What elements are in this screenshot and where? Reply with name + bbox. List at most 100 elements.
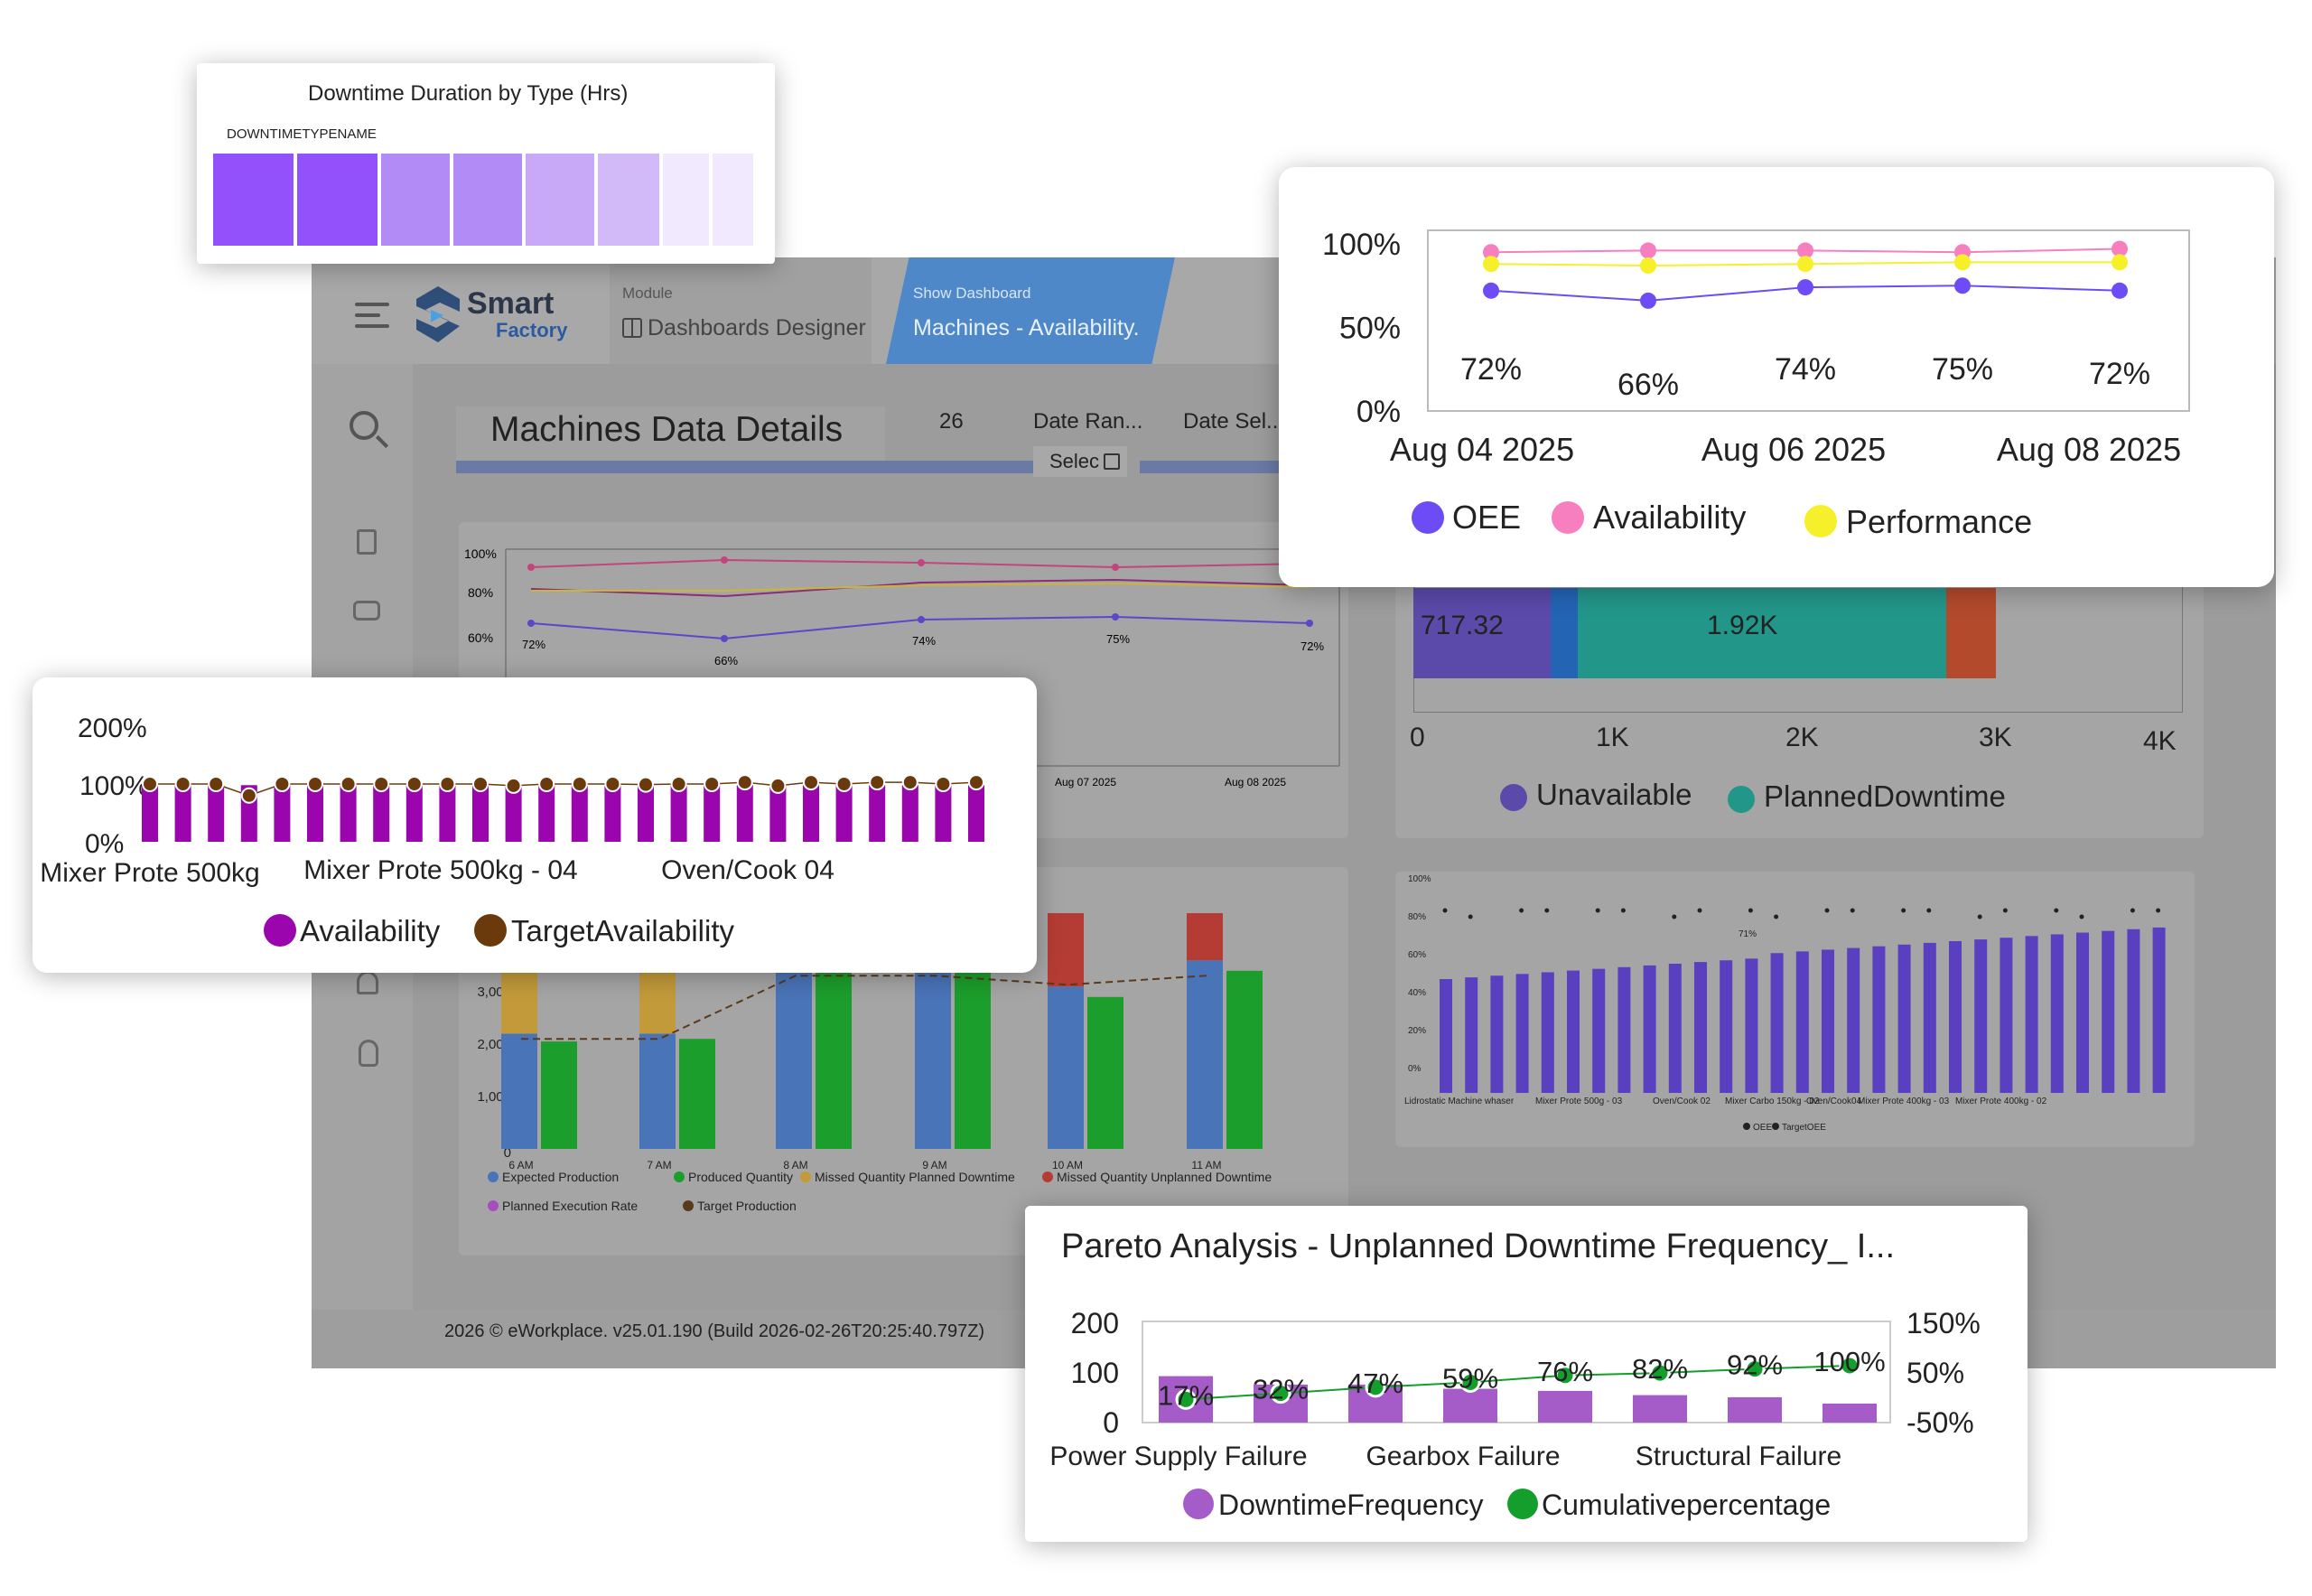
menu-icon[interactable]: [355, 303, 389, 328]
availability-bar: [901, 785, 918, 842]
footer-text: 2026 © eWorkplace. v25.01.190 (Build 202…: [444, 1321, 985, 1341]
data-label: 59%: [1442, 1362, 1498, 1394]
search-icon-handle: [375, 434, 389, 449]
legend-label: Planned Execution Rate: [502, 1199, 638, 1213]
point-oee: [1640, 292, 1656, 309]
availability-bar: [472, 785, 489, 842]
point-oee: [1797, 279, 1813, 296]
module-breadcrumb[interactable]: Module Dashboards Designer: [610, 257, 872, 364]
target-point: [2156, 908, 2161, 913]
bell-icon[interactable]: [357, 971, 378, 994]
x-tick-label: Structural Failure: [1636, 1442, 1841, 1471]
target-point: [769, 777, 787, 794]
target-point: [1620, 908, 1626, 913]
y-tick-label: 60%: [1408, 950, 1426, 960]
x-tick-label: Lidrostatic Machine whaser: [1404, 1097, 1515, 1106]
y-tick-label: 200%: [78, 714, 147, 743]
data-label: 17%: [1158, 1379, 1214, 1411]
target-point: [373, 776, 390, 792]
downtime-tile[interactable]: [453, 154, 522, 246]
oee-trend-card[interactable]: 100% 50% 0% 72% 66% 74% 75% 72% Aug 04 2025 Aug 0…: [1279, 167, 2274, 587]
legend-targetavailability: TargetAvailability: [511, 914, 735, 947]
legend-dot: [1743, 1123, 1750, 1130]
availability-card[interactable]: 200% 100% 0% Mixer Prote 500kg Mixer Prote 5…: [33, 677, 1037, 973]
downtime-tile[interactable]: [297, 154, 378, 246]
target-point: [208, 776, 225, 792]
legend-availability: Availability: [300, 914, 441, 947]
y-tick-label: 100%: [79, 771, 149, 801]
legend-label: TargetOEE: [1782, 1123, 1826, 1133]
availability-bar: [571, 785, 588, 842]
module-caption: Module: [622, 285, 673, 302]
availability-bar: [869, 785, 886, 842]
downtime-title: Downtime Duration by Type (Hrs): [308, 81, 629, 106]
downtime-duration-card[interactable]: Downtime Duration by Type (Hrs) DOWNTIME…: [197, 63, 775, 264]
target-point: [439, 776, 456, 792]
downtime-treemap: [213, 154, 757, 246]
availability-chart: 200% 100% 0%Mixer Prote 500kg Mixer Prote 5…: [40, 714, 984, 947]
downtime-tile[interactable]: [381, 154, 450, 246]
produced-bar: [541, 1041, 577, 1149]
availability-bar: [538, 785, 555, 842]
expected-bar: [915, 966, 951, 1149]
availability-bar: [142, 785, 158, 842]
bulb-icon[interactable]: [359, 1040, 378, 1067]
x-tick-label: Oven/Cook 02: [1653, 1097, 1711, 1106]
data-label: 66%: [1617, 368, 1679, 402]
y-tick-label: 100%: [1322, 228, 1401, 262]
downtime-tile[interactable]: [713, 154, 753, 246]
y-left-tick: 100: [1071, 1357, 1119, 1389]
oee-bar: [1923, 942, 1936, 1093]
target-point: [1774, 914, 1779, 919]
y-right-tick: 150%: [1906, 1307, 1981, 1339]
missed-unplanned-bar: [1048, 913, 1084, 987]
show-dashboard-tab[interactable]: Show Dashboard Machines - Availability.: [886, 257, 1175, 364]
logo[interactable]: Smart Factory: [413, 283, 593, 346]
oee-bar: [1694, 962, 1707, 1093]
downtime-tile[interactable]: [526, 154, 594, 246]
legend-downtimefrequency: DowntimeFrequency: [1218, 1489, 1483, 1521]
downtime-tile[interactable]: [598, 154, 659, 246]
target-point: [307, 776, 323, 792]
y-tick-label: 0%: [1408, 1064, 1422, 1074]
oee-bar: [1668, 963, 1682, 1093]
document-icon[interactable]: [357, 529, 377, 555]
stack-segment-blue: [1551, 588, 1578, 678]
point-performance: [1483, 256, 1499, 273]
logo-text-bottom: Factory: [496, 319, 568, 341]
dashboard-icon: [622, 318, 642, 338]
data-label: 74%: [1775, 352, 1836, 387]
availability-bar: [307, 785, 323, 842]
oee-bar: [2076, 932, 2089, 1093]
legend-dot-availability: [1552, 501, 1584, 534]
legend-dot-downtimefrequency: [1183, 1489, 1214, 1519]
target-point: [604, 776, 621, 792]
produced-bar: [1226, 970, 1263, 1149]
point-oee: [2112, 282, 2128, 299]
downtime-tile[interactable]: [213, 154, 294, 246]
x-tick-label: Gearbox Failure: [1366, 1442, 1560, 1471]
legend-dot-unavailable: [1500, 784, 1527, 811]
y-tick-label: 20%: [1408, 1026, 1426, 1036]
stack-segment-unavailable: [1413, 588, 1551, 678]
downtime-tile[interactable]: [663, 154, 709, 246]
target-point: [1468, 914, 1473, 919]
filter-count[interactable]: 26: [939, 409, 964, 434]
legend-dot: [683, 1200, 694, 1211]
refresh-icon[interactable]: [353, 601, 380, 621]
availability-bar: [340, 785, 357, 842]
cumulative-point: [1270, 1383, 1291, 1405]
legend-cumulativepercentage: Cumulativepercentage: [1542, 1489, 1831, 1521]
pareto-card[interactable]: Pareto Analysis - Unplanned Downtime Fre…: [1025, 1206, 2028, 1542]
availability-bar: [208, 785, 225, 842]
target-point: [1595, 908, 1600, 913]
search-icon[interactable]: [350, 411, 378, 440]
x-tick-label: Oven/Cook 04: [661, 855, 834, 885]
show-caption: Show Dashboard: [913, 285, 1031, 302]
date-range-picker[interactable]: Selec: [1033, 446, 1127, 477]
target-point: [1672, 914, 1677, 919]
target-point: [1926, 908, 1932, 913]
cumulative-point: [1649, 1362, 1671, 1384]
bg-line-label: 72%: [522, 638, 545, 651]
target-point: [1901, 908, 1906, 913]
